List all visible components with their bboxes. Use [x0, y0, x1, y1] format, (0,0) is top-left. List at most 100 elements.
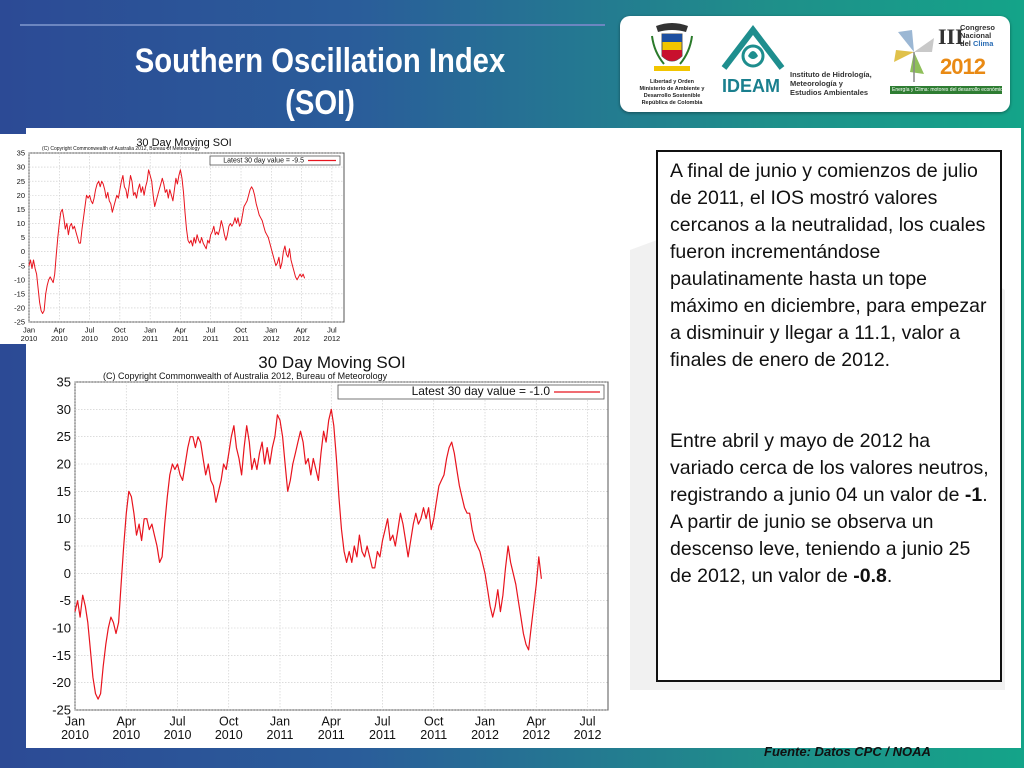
paragraph-2-text-c: . — [886, 565, 893, 587]
chart-subtitle: (C) Copyright Commonwealth of Australia … — [103, 371, 388, 381]
commentary-paragraph-1: A final de junio y comienzos de julio de… — [670, 160, 987, 371]
legend-box — [209, 155, 341, 166]
ideam-logo: IDEAM Instituto de Hidrología, Meteorolo… — [718, 22, 878, 106]
x-tick-year: 2010 — [81, 334, 98, 343]
y-tick-label: 25 — [17, 177, 25, 186]
y-tick-label: 0 — [64, 566, 71, 581]
y-tick-label: 30 — [17, 163, 25, 172]
x-tick-year: 2012 — [522, 728, 550, 742]
y-tick-label: -15 — [52, 648, 71, 663]
x-tick-month: Jan — [270, 715, 290, 729]
x-tick-month: Apr — [527, 715, 546, 729]
ministry-logo: Libertad y Orden Ministerio de Ambiente … — [634, 22, 710, 106]
commentary-textbox: A final de junio y comienzos de julio de… — [656, 150, 1002, 682]
x-tick-year: 2012 — [324, 334, 341, 343]
y-tick-label: -10 — [52, 621, 71, 636]
x-tick-month: Jul — [327, 326, 337, 335]
legend-box — [337, 384, 605, 400]
paragraph-2-value-1: -1 — [964, 484, 983, 506]
y-tick-label: -25 — [14, 318, 25, 327]
soi-chart-small: 35302520151050-5-10-15-20-25Jan2010Apr20… — [14, 137, 345, 343]
x-tick-year: 2011 — [267, 728, 294, 742]
title-rule — [20, 24, 605, 26]
x-tick-year: 2010 — [112, 728, 140, 742]
slide-title: Southern Oscillation Index (SOI) — [96, 40, 543, 124]
y-tick-label: -15 — [14, 289, 25, 298]
congress-text-1: Congreso — [960, 23, 996, 32]
big-chart-panel: 35 30 25 20 15 10 5 0 -5 -10 -15 -20 -25 Jan 2010 Apr 20… — [26, 348, 620, 748]
chart-title: 30 Day Moving SOI — [136, 137, 231, 149]
ministry-text-4: República de Colombia — [641, 100, 703, 106]
pinwheel-icon — [894, 30, 934, 82]
x-tick-month: Apr — [296, 326, 308, 335]
x-tick-year: 2010 — [112, 334, 129, 343]
x-tick-month: Apr — [117, 715, 136, 729]
congress-year: 2012 — [940, 54, 986, 79]
x-tick-year: 2012 — [293, 334, 310, 343]
congress-text-3: del — [960, 39, 971, 48]
y-tick-label: 35 — [17, 149, 25, 158]
x-tick-month: Jan — [475, 715, 495, 729]
y-tick-label: 0 — [21, 247, 25, 256]
ideam-text-2: Meteorología y — [790, 79, 843, 88]
y-tick-label: 30 — [57, 402, 71, 417]
x-tick-year: 2011 — [420, 728, 447, 742]
congress-logo: III Congreso Nacional del Clima 2012 Ene… — [890, 22, 1004, 106]
x-tick-year: 2011 — [203, 334, 219, 343]
congress-text-4: Clima — [972, 39, 994, 48]
x-tick-month: Jul — [375, 715, 391, 729]
x-tick-month: Oct — [114, 326, 127, 335]
x-tick-month: Jan — [23, 326, 35, 335]
congress-text-2: Nacional — [960, 31, 992, 40]
x-tick-year: 2010 — [164, 728, 192, 742]
ministry-text-1: Libertad y Orden — [649, 79, 694, 85]
y-tick-label: 15 — [17, 205, 25, 214]
x-tick-month: Jan — [265, 326, 277, 335]
x-tick-month: Jan — [144, 326, 156, 335]
y-tick-label: 15 — [57, 484, 71, 499]
y-tick-label: -20 — [52, 675, 71, 690]
x-tick-month: Apr — [53, 326, 65, 335]
x-tick-month: Oct — [235, 326, 248, 335]
paragraph-2-value-2: -0.8 — [853, 565, 887, 587]
x-tick-month: Jul — [206, 326, 216, 335]
x-tick-year: 2010 — [61, 728, 89, 742]
x-tick-month: Jul — [170, 715, 186, 729]
colombia-crest-icon — [651, 23, 693, 71]
y-tick-label: 25 — [57, 429, 71, 444]
y-tick-label: -10 — [14, 275, 25, 284]
y-tick-label: 5 — [64, 539, 71, 554]
y-tick-label: -25 — [52, 703, 71, 718]
y-tick-label: 10 — [57, 511, 71, 526]
soi-series-line — [74, 408, 542, 700]
ideam-mountain-icon — [721, 25, 785, 70]
x-tick-year: 2010 — [51, 334, 68, 343]
x-tick-month: Oct — [219, 715, 239, 729]
small-chart-panel: 35 30 25 20 15 10 5 0 -5 -10 -15 -20 -25 Jan 2010 Apr 20… — [0, 134, 356, 344]
source-note: Fuente: Datos CPC / NOAA — [764, 744, 931, 759]
chart-subtitle: (C) Copyright Commonwealth of Australia … — [42, 146, 200, 152]
x-tick-year: 2011 — [369, 728, 396, 742]
x-tick-month: Jul — [85, 326, 95, 335]
paragraph-2-text-b: . A partir de junio se observa un descen… — [670, 484, 988, 587]
x-tick-year: 2011 — [172, 334, 188, 343]
x-tick-month: Apr — [322, 715, 341, 729]
x-tick-month: Jul — [580, 715, 596, 729]
x-tick-year: 2011 — [233, 334, 249, 343]
chart-title: 30 Day Moving SOI — [258, 353, 405, 372]
x-tick-year: 2012 — [471, 728, 499, 742]
logo-bar: Libertad y Orden Ministerio de Ambiente … — [620, 16, 1010, 112]
soi-series-line — [28, 169, 306, 314]
ideam-text-1: Instituto de Hidrología, — [790, 70, 872, 79]
y-tick-label: -20 — [14, 304, 25, 313]
ministry-text-3: Desarrollo Sostenible — [643, 93, 701, 99]
x-tick-year: 2012 — [263, 334, 280, 343]
y-tick-label: -5 — [18, 261, 25, 270]
congress-roman: III — [938, 24, 964, 49]
x-tick-month: Oct — [424, 715, 444, 729]
y-tick-label: 35 — [57, 375, 71, 390]
congress-tagline: Energía y Clima: motores del desarrollo … — [890, 86, 1002, 94]
y-tick-label: -5 — [59, 593, 71, 608]
soi-chart-large: 35302520151050-5-10-15-20-25Jan2010Apr20… — [52, 353, 609, 742]
y-tick-label: 5 — [21, 233, 25, 242]
